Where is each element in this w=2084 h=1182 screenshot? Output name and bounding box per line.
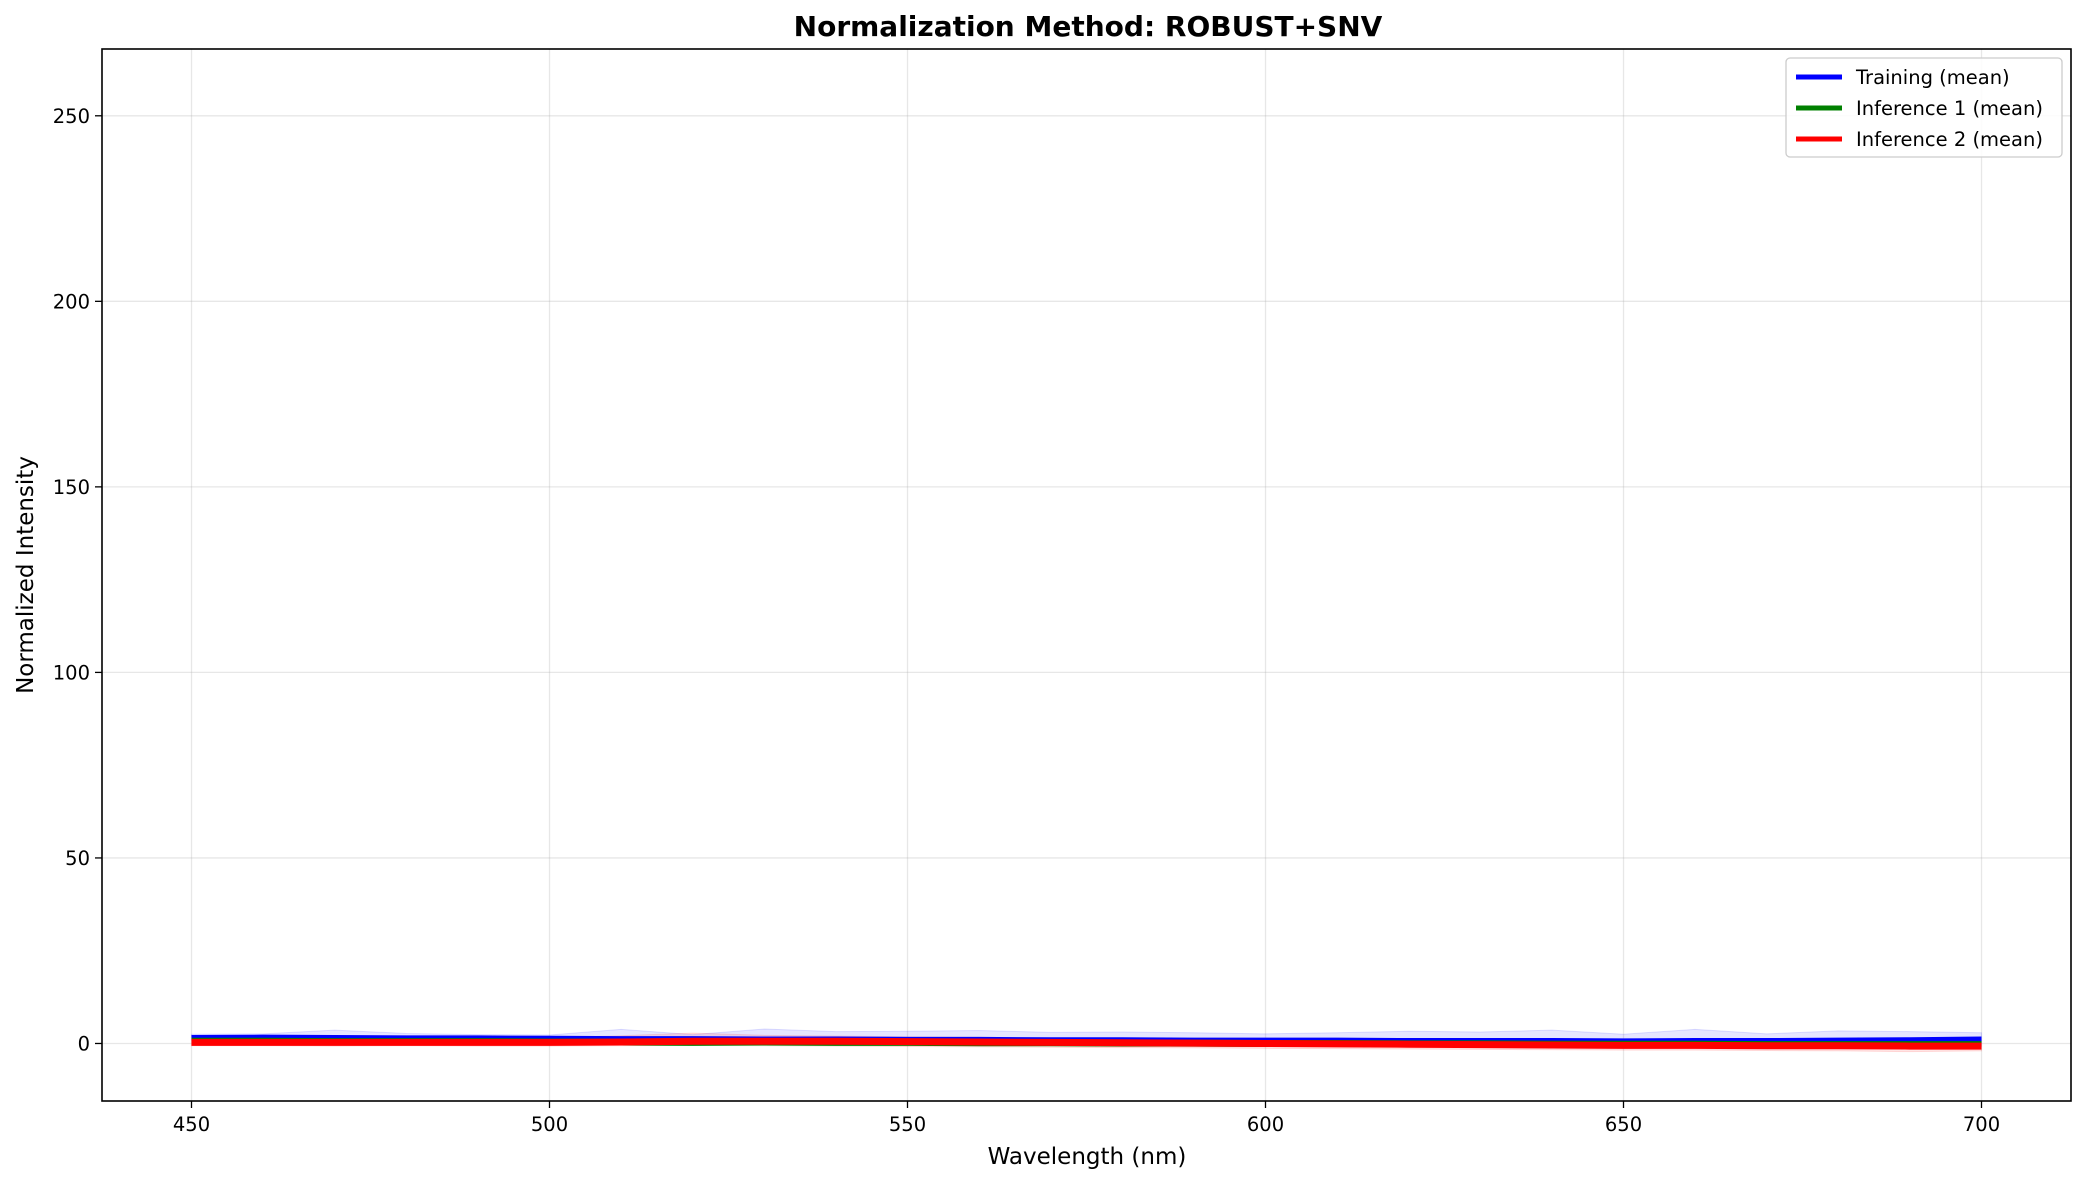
x-tick-label: 700 [1963, 1113, 2000, 1136]
y-tick-label: 200 [53, 290, 90, 313]
plot-frame [101, 48, 2072, 1102]
inference-1-mean-legend-label: Inference 1 (mean) [1856, 97, 2043, 120]
y-tick-label: 0 [78, 1032, 90, 1055]
y-tick-label: 100 [53, 661, 90, 684]
axis-ticks: 450 500 550 600 650 700 0 50 100 150 200 250 [53, 105, 2000, 1136]
inference-2-mean-legend-label: Inference 2 (mean) [1856, 128, 2043, 151]
series-lines [191, 1034, 1982, 1050]
x-tick-label: 450 [173, 1113, 210, 1136]
x-tick-label: 500 [531, 1113, 568, 1136]
legend: Training (mean) Inference 1 (mean) Inferen… [1785, 57, 2063, 158]
y-tick-label: 150 [53, 476, 90, 499]
legend-box [1785, 57, 2063, 158]
x-tick-label: 650 [1605, 1113, 1642, 1136]
training-mean-legend-label: Training (mean) [1855, 66, 2010, 89]
chart-title: Normalization Method: ROBUST+SNV [794, 10, 1383, 43]
y-tick-label: 250 [53, 105, 90, 128]
x-axis-label: Wavelength (nm) [988, 1144, 1187, 1170]
x-tick-label: 550 [889, 1113, 926, 1136]
x-tick-label: 600 [1247, 1113, 1284, 1136]
y-tick-label: 50 [65, 847, 90, 870]
y-axis-label: Normalized Intensity [13, 456, 39, 694]
inference-2-mean-line [191, 1037, 1982, 1050]
